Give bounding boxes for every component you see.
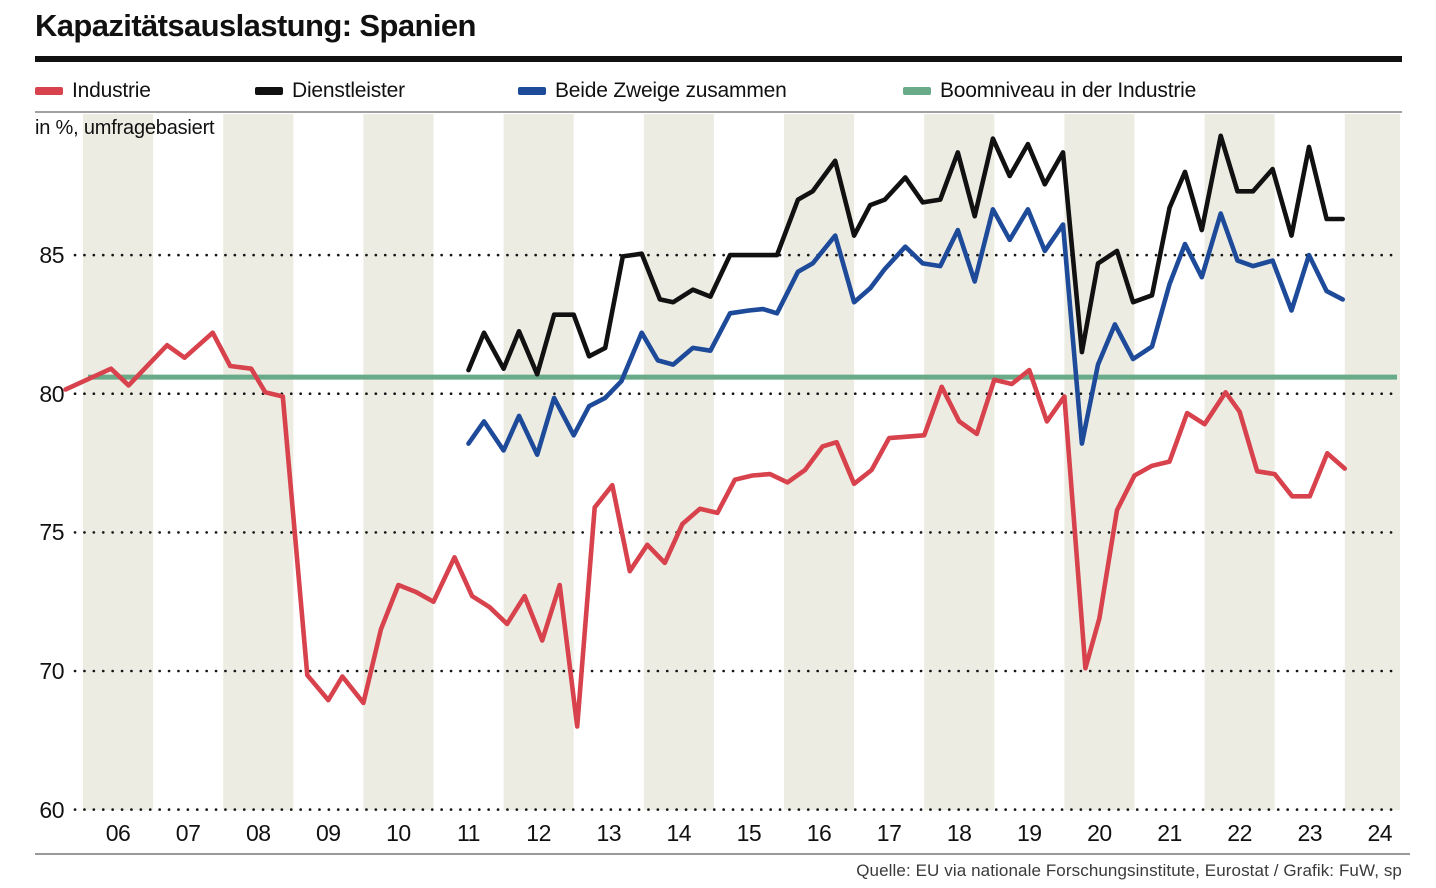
- legend-label-beide-zweige: Beide Zweige zusammen: [555, 79, 787, 102]
- x-tick-label-09: 09: [316, 820, 341, 846]
- x-tick-label-23: 23: [1297, 820, 1323, 846]
- x-tick-label-14: 14: [666, 820, 692, 846]
- series-line-beide-zweige-zusammen: [466, 207, 1345, 458]
- year-stripe: [503, 114, 574, 810]
- x-tick-label-07: 07: [175, 820, 201, 846]
- year-stripe: [643, 114, 714, 810]
- x-tick-label-21: 21: [1157, 820, 1182, 846]
- legend-swatch-dienstleister: [255, 87, 283, 95]
- year-stripe: [1204, 114, 1275, 810]
- y-tick-label-60: 60: [39, 796, 64, 823]
- x-tick-label-18: 18: [946, 820, 972, 846]
- x-tick-label-19: 19: [1017, 820, 1042, 846]
- legend-item-boomniveau: Boomniveau in der Industrie: [903, 78, 1196, 104]
- x-tick-label-12: 12: [526, 820, 551, 846]
- legend-item-dienstleister: Dienstleister: [255, 78, 405, 104]
- x-tick-label-11: 11: [457, 820, 480, 846]
- y-tick-label-75: 75: [39, 519, 64, 546]
- series-line-dienstleister: [466, 133, 1345, 377]
- x-tick-label-06: 06: [105, 820, 131, 846]
- legend-swatch-industrie: [35, 87, 63, 95]
- x-tick-label-08: 08: [246, 820, 271, 846]
- x-tick-label-15: 15: [736, 820, 762, 846]
- x-tick-label-17: 17: [876, 820, 902, 846]
- footer-rule: [35, 853, 1410, 855]
- source-credit: Quelle: EU via nationale Forschungsinsti…: [856, 861, 1402, 880]
- legend-swatch-beide-zweige: [518, 87, 546, 95]
- legend-divider-rule: [35, 111, 1402, 113]
- x-tick-label-24: 24: [1367, 820, 1393, 846]
- y-tick-label-80: 80: [39, 380, 64, 407]
- year-stripe: [223, 114, 294, 810]
- y-tick-label-85: 85: [39, 242, 64, 269]
- legend-label-boomniveau: Boomniveau in der Industrie: [940, 79, 1197, 102]
- x-tick-label-16: 16: [806, 820, 832, 846]
- series-line-industrie: [63, 330, 1348, 729]
- x-tick-label-13: 13: [596, 820, 622, 846]
- title-rule: [35, 56, 1402, 62]
- legend-swatch-boomniveau: [903, 87, 931, 95]
- year-stripe: [924, 114, 995, 810]
- legend-item-industrie: Industrie: [35, 78, 151, 104]
- year-stripe: [1064, 114, 1135, 810]
- legend-label-industrie: Industrie: [72, 79, 151, 102]
- y-tick-label-70: 70: [39, 658, 64, 684]
- axis-unit-label: in %, umfragebasiert: [35, 117, 215, 139]
- legend-item-beide-zweige: Beide Zweige zusammen: [518, 78, 787, 104]
- year-stripe: [784, 114, 855, 810]
- x-tick-label-10: 10: [386, 820, 411, 846]
- year-stripe: [363, 114, 434, 810]
- x-tick-label-20: 20: [1087, 820, 1112, 846]
- chart-title: Kapazitätsauslastung: Spanien: [35, 8, 476, 43]
- x-tick-label-22: 22: [1227, 820, 1252, 846]
- year-stripe: [83, 114, 154, 810]
- year-stripe: [1344, 114, 1400, 810]
- legend-label-dienstleister: Dienstleister: [292, 79, 405, 102]
